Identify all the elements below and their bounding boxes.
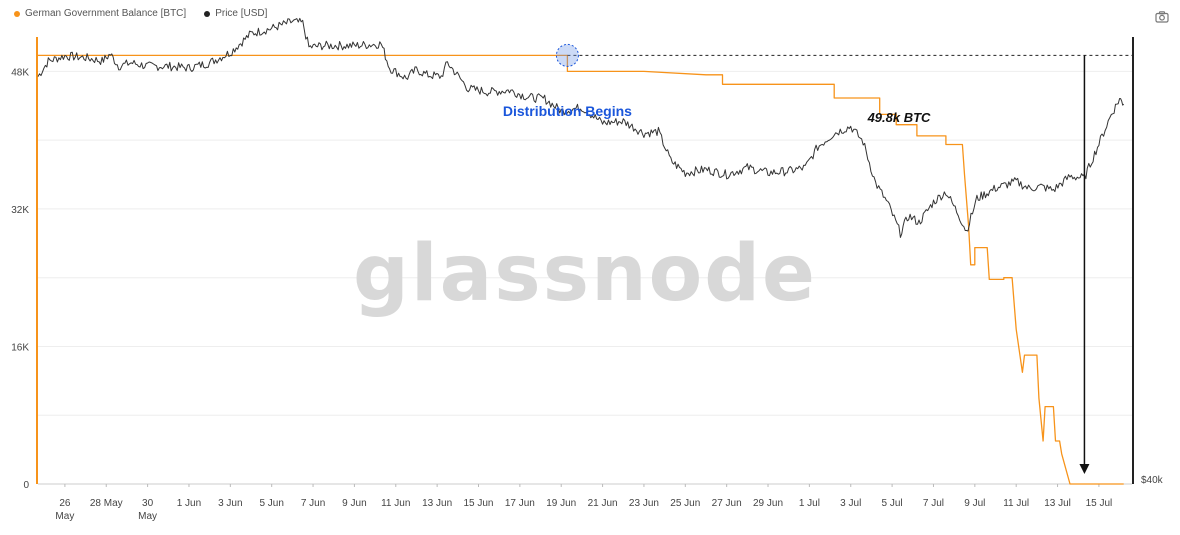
x-tick-label-10: 15 Jun bbox=[463, 498, 493, 509]
annotation-amount: 49.8k BTC bbox=[867, 110, 931, 125]
x-tick-label-23: 11 Jul bbox=[1003, 498, 1029, 509]
legend-label-balance: German Government Balance [BTC] bbox=[25, 8, 187, 19]
arrow-head bbox=[1079, 464, 1090, 474]
x-tick-label-13: 21 Jun bbox=[588, 498, 618, 509]
x-tick-label-0-line2: May bbox=[55, 511, 74, 522]
legend-item-balance[interactable]: German Government Balance [BTC] bbox=[14, 8, 186, 19]
distribution-marker bbox=[555, 43, 579, 67]
x-tick-label-21: 7 Jul bbox=[923, 498, 944, 509]
x-tick-label-11: 17 Jun bbox=[505, 498, 535, 509]
x-tick-label-0: 26 bbox=[59, 498, 71, 509]
annotation-distribution-begins: Distribution Begins bbox=[503, 103, 632, 119]
legend-dot-balance bbox=[14, 10, 20, 17]
x-tick-label-7: 9 Jun bbox=[342, 498, 366, 509]
x-tick-label-1: 28 May bbox=[90, 498, 123, 509]
x-tick-label-22: 9 Jul bbox=[964, 498, 985, 509]
x-tick-label-3: 1 Jun bbox=[177, 498, 201, 509]
x-tick-label-24: 13 Jul bbox=[1044, 498, 1071, 509]
camera-icon[interactable] bbox=[1154, 9, 1170, 25]
x-tick-label-17: 29 Jun bbox=[753, 498, 783, 509]
y-left-tick-label-0: 0 bbox=[23, 480, 29, 491]
y-left-tick-label-1: 16K bbox=[11, 342, 29, 353]
x-tick-label-16: 27 Jun bbox=[712, 498, 742, 509]
x-tick-label-2: 30 bbox=[142, 498, 154, 509]
x-tick-label-4: 3 Jun bbox=[218, 498, 242, 509]
x-tick-label-18: 1 Jul bbox=[799, 498, 820, 509]
y-left-tick-label-3: 48K bbox=[11, 67, 29, 78]
x-tick-label-25: 15 Jul bbox=[1086, 498, 1113, 509]
x-tick-label-19: 3 Jul bbox=[840, 498, 861, 509]
y-left-tick-label-2: 32K bbox=[11, 205, 29, 216]
series-line-price bbox=[37, 17, 1125, 238]
x-tick-label-2-line2: May bbox=[138, 511, 157, 522]
x-tick-label-9: 13 Jun bbox=[422, 498, 452, 509]
y-right-tick-label-0: $40k bbox=[1141, 475, 1164, 486]
chart-legend: German Government Balance [BTC] Price [U… bbox=[14, 8, 267, 19]
x-tick-label-6: 7 Jun bbox=[301, 498, 325, 509]
x-tick-label-14: 23 Jun bbox=[629, 498, 659, 509]
legend-label-price: Price [USD] bbox=[215, 8, 268, 19]
x-tick-label-5: 5 Jun bbox=[259, 498, 283, 509]
x-tick-label-15: 25 Jun bbox=[670, 498, 700, 509]
series-line-balance bbox=[38, 54, 1124, 485]
x-tick-label-8: 11 Jun bbox=[381, 498, 410, 509]
legend-item-price[interactable]: Price [USD] bbox=[204, 8, 267, 19]
x-tick-label-12: 19 Jun bbox=[546, 498, 576, 509]
legend-dot-price bbox=[204, 10, 211, 17]
x-tick-label-20: 5 Jul bbox=[882, 498, 903, 509]
glassnode-watermark: glassnode bbox=[353, 229, 817, 319]
